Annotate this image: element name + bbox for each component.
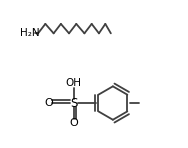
Text: H₂N: H₂N (20, 28, 39, 38)
Text: OH: OH (66, 78, 82, 89)
Text: S: S (70, 96, 77, 110)
Text: O: O (69, 118, 78, 128)
Text: O: O (45, 98, 53, 108)
